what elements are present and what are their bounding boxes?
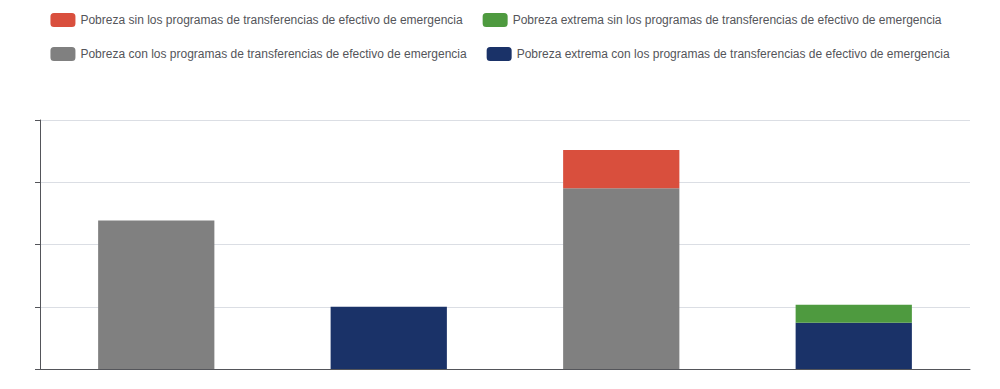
svg-text:Pobreza extrema sin los progra: Pobreza extrema sin los programas de tra… [513, 13, 942, 27]
svg-text:Pobreza extrema con los progra: Pobreza extrema con los programas de tra… [517, 47, 950, 61]
svg-text:Pobreza sin los programas de t: Pobreza sin los programas de transferenc… [80, 13, 463, 27]
svg-text:Pobreza con los programas de t: Pobreza con los programas de transferenc… [80, 47, 467, 61]
